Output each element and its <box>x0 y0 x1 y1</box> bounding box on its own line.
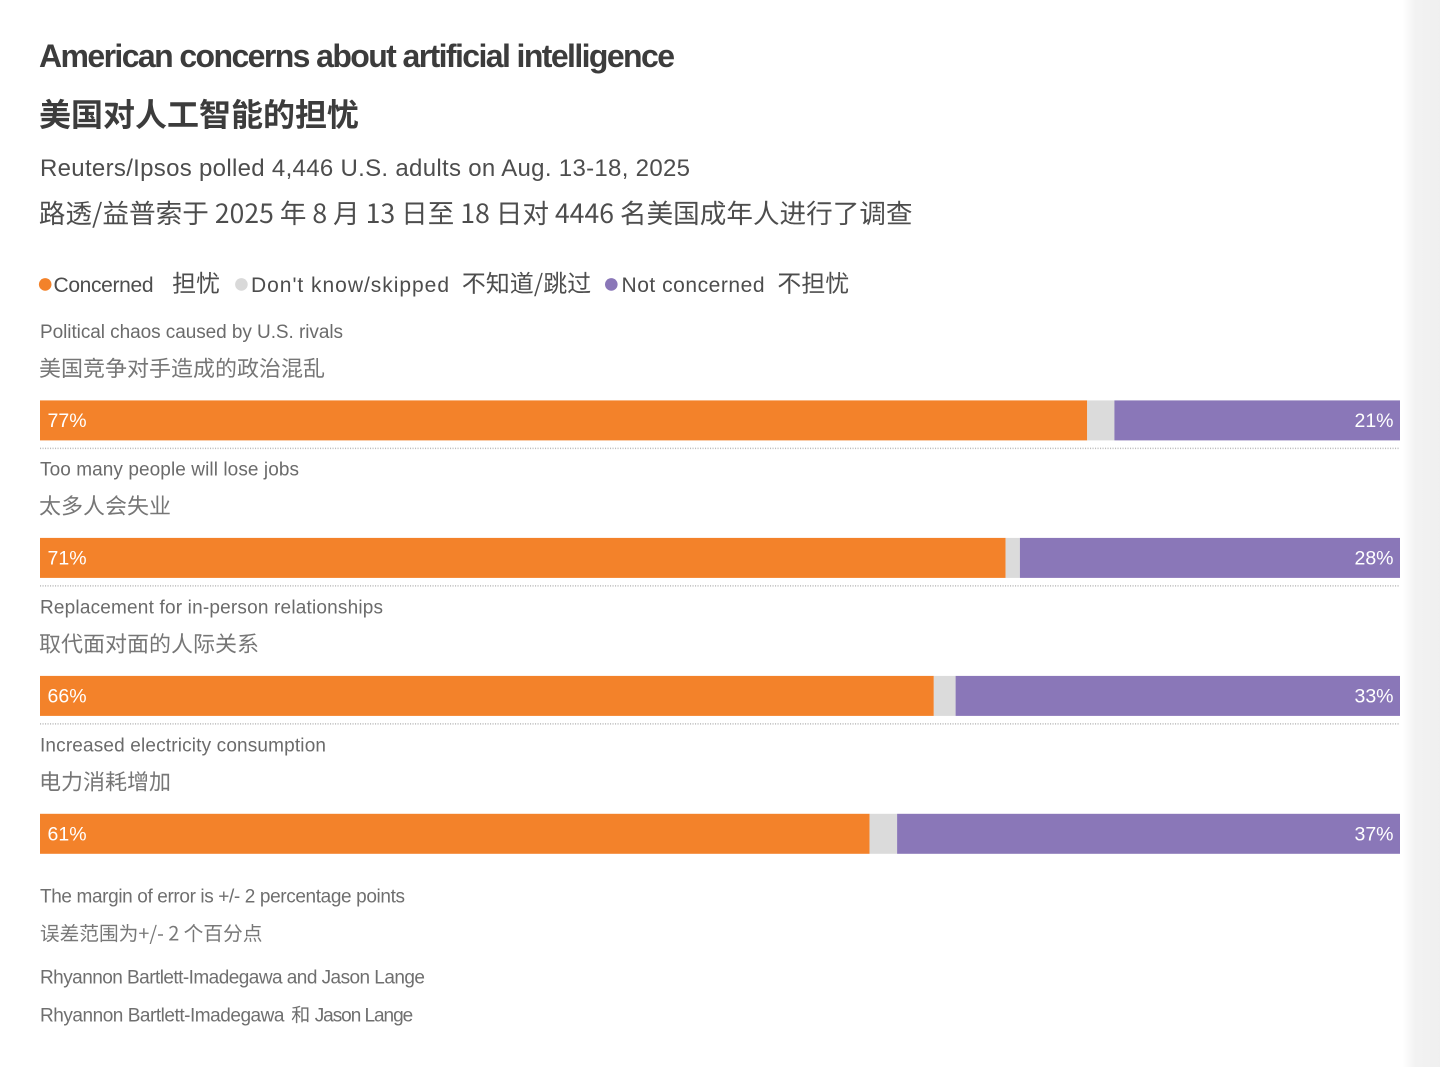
svg-text:61%: 61% <box>48 824 87 846</box>
svg-text:Concerned: Concerned <box>54 274 154 297</box>
svg-text:Political chaos caused by U.S.: Political chaos caused by U.S. rivals <box>40 322 343 343</box>
svg-text:Don't know/skipped: Don't know/skipped <box>251 274 449 297</box>
svg-text:28%: 28% <box>1354 548 1393 570</box>
svg-text:The margin of error is +/- 2 p: The margin of error is +/- 2 percentage … <box>40 887 405 908</box>
svg-text:Not concerned: Not concerned <box>622 274 765 297</box>
svg-text:37%: 37% <box>1354 824 1393 846</box>
svg-text:Reuters/Ipsos polled 4,446 U.S: Reuters/Ipsos polled 4,446 U.S. adults o… <box>40 155 690 182</box>
svg-text:33%: 33% <box>1354 686 1393 708</box>
svg-text:71%: 71% <box>48 548 87 570</box>
svg-text:Increased electricity consumpt: Increased electricity consumption <box>40 736 326 757</box>
svg-text:Too many people will lose jobs: Too many people will lose jobs <box>40 460 299 481</box>
svg-text:77%: 77% <box>48 410 87 432</box>
svg-text:Jason Lange: Jason Lange <box>315 1006 414 1027</box>
svg-text:21%: 21% <box>1354 410 1393 432</box>
svg-text:Rhyannon Bartlett-Imadegawa: Rhyannon Bartlett-Imadegawa <box>40 1006 285 1027</box>
svg-text:66%: 66% <box>48 686 87 708</box>
svg-text:American concerns about artifi: American concerns about artificial intel… <box>39 38 675 74</box>
svg-text:Rhyannon Bartlett-Imadegawa an: Rhyannon Bartlett-Imadegawa and Jason La… <box>40 967 425 988</box>
svg-text:Replacement for in-person rela: Replacement for in-person relationships <box>40 598 383 619</box>
